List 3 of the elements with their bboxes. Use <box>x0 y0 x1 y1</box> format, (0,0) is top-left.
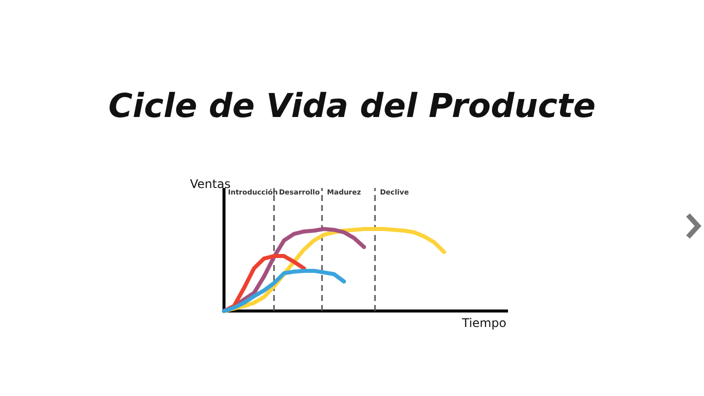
x-axis-title: Tiempo <box>461 316 506 330</box>
y-axis-title: Ventas <box>190 177 231 191</box>
chart-title: Cicle de Vida del Producte <box>108 86 596 125</box>
